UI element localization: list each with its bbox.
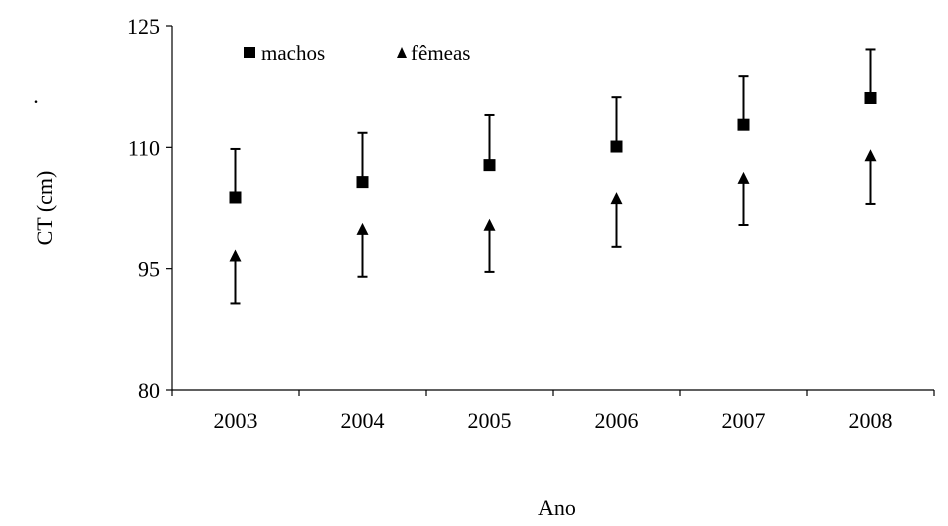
x-tick-label: 2005 bbox=[468, 408, 512, 433]
data-point-machos bbox=[229, 191, 242, 204]
data-point-machos bbox=[356, 176, 369, 189]
data-point-machos bbox=[864, 91, 877, 104]
y-axis-title: CT (cm) bbox=[32, 171, 57, 246]
y-tick-label: 80 bbox=[138, 378, 160, 403]
x-axis-title: Ano bbox=[538, 495, 576, 520]
x-tick-label: 2008 bbox=[849, 408, 893, 433]
legend-marker-femeas bbox=[397, 47, 407, 58]
legend: machos fêmeas bbox=[244, 41, 470, 65]
x-tick-label: 2003 bbox=[214, 408, 258, 433]
data-point-femeas bbox=[610, 192, 623, 205]
data-point-femeas bbox=[356, 222, 369, 235]
error-bars bbox=[230, 48, 876, 305]
y-tick-label: 95 bbox=[138, 257, 160, 282]
y-ticks: 80 95 110 125 bbox=[127, 14, 172, 403]
y-tick-label: 125 bbox=[127, 14, 160, 39]
x-tick-label: 2004 bbox=[341, 408, 385, 433]
data-markers bbox=[229, 91, 877, 262]
y-tick-label: 110 bbox=[128, 135, 160, 160]
stray-mark: . bbox=[33, 83, 39, 108]
data-point-machos bbox=[483, 159, 496, 172]
data-point-machos bbox=[737, 118, 750, 131]
data-point-femeas bbox=[229, 249, 242, 262]
x-ticks: 2003 2004 2005 2006 2007 2008 bbox=[171, 390, 935, 433]
data-point-femeas bbox=[737, 171, 750, 184]
legend-label-machos: machos bbox=[261, 41, 325, 65]
data-point-machos bbox=[610, 140, 623, 153]
x-tick-label: 2007 bbox=[722, 408, 766, 433]
legend-label-femeas: fêmeas bbox=[411, 41, 470, 65]
data-point-femeas bbox=[864, 149, 877, 162]
data-point-femeas bbox=[483, 218, 496, 231]
x-tick-label: 2006 bbox=[595, 408, 639, 433]
legend-marker-machos bbox=[244, 47, 255, 58]
